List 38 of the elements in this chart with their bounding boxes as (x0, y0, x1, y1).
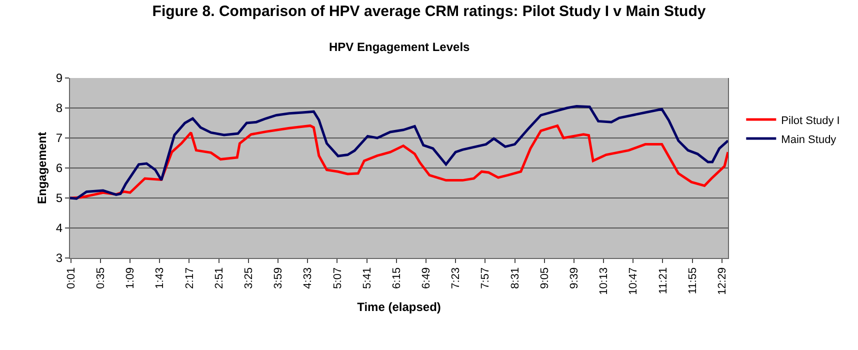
x-tick-label: 6:15 (390, 267, 403, 289)
y-axis-title: Engagement (35, 132, 50, 204)
x-tick-label: 8:31 (509, 267, 522, 289)
x-axis-title: Time (elapsed) (357, 300, 441, 314)
x-tick-label: 3:25 (243, 267, 256, 289)
chart-title: Figure 8. Comparison of HPV average CRM ratings: Pilot Study I v Main Study (152, 2, 706, 20)
x-tick-label: 5:41 (361, 267, 374, 289)
y-tick-label: 7 (56, 131, 63, 146)
y-tick-label: 9 (56, 71, 63, 86)
x-tick-label: 9:39 (568, 267, 581, 289)
x-tick-label: 2:17 (184, 267, 196, 289)
y-tick-label: 8 (56, 101, 63, 116)
legend-label: Pilot Study I (781, 114, 840, 127)
y-tick-label: 5 (56, 191, 63, 206)
x-tick-label: 1:43 (154, 267, 166, 289)
x-tick-label: 7:57 (480, 267, 492, 289)
x-tick-label: 0:35 (95, 267, 108, 289)
chart-subtitle: HPV Engagement Levels (329, 40, 470, 54)
x-tick-label: 10:47 (628, 267, 640, 295)
x-tick-label: 7:23 (450, 267, 462, 289)
x-tick-label: 11:21 (657, 267, 670, 294)
y-tick-label: 3 (56, 251, 63, 266)
x-tick-label: 9:05 (538, 267, 551, 289)
y-tick-label: 4 (56, 221, 63, 236)
x-tick-label: 1:09 (124, 267, 137, 289)
x-tick-label: 11:55 (686, 267, 699, 294)
legend-label: Main Study (781, 134, 837, 146)
x-tick-label: 2:51 (213, 267, 226, 289)
x-tick-label: 12:29 (716, 267, 728, 295)
x-tick-label: 4:33 (302, 267, 314, 289)
x-tick-label: 3:59 (272, 267, 285, 289)
x-tick-label: 5:07 (332, 267, 344, 289)
x-tick-label: 0:01 (65, 267, 78, 289)
line-series (70, 104, 728, 200)
y-tick-label: 6 (56, 161, 63, 176)
line-series (70, 124, 728, 200)
x-tick-label: 6:49 (420, 267, 433, 289)
x-tick-label: 10:13 (598, 267, 610, 295)
